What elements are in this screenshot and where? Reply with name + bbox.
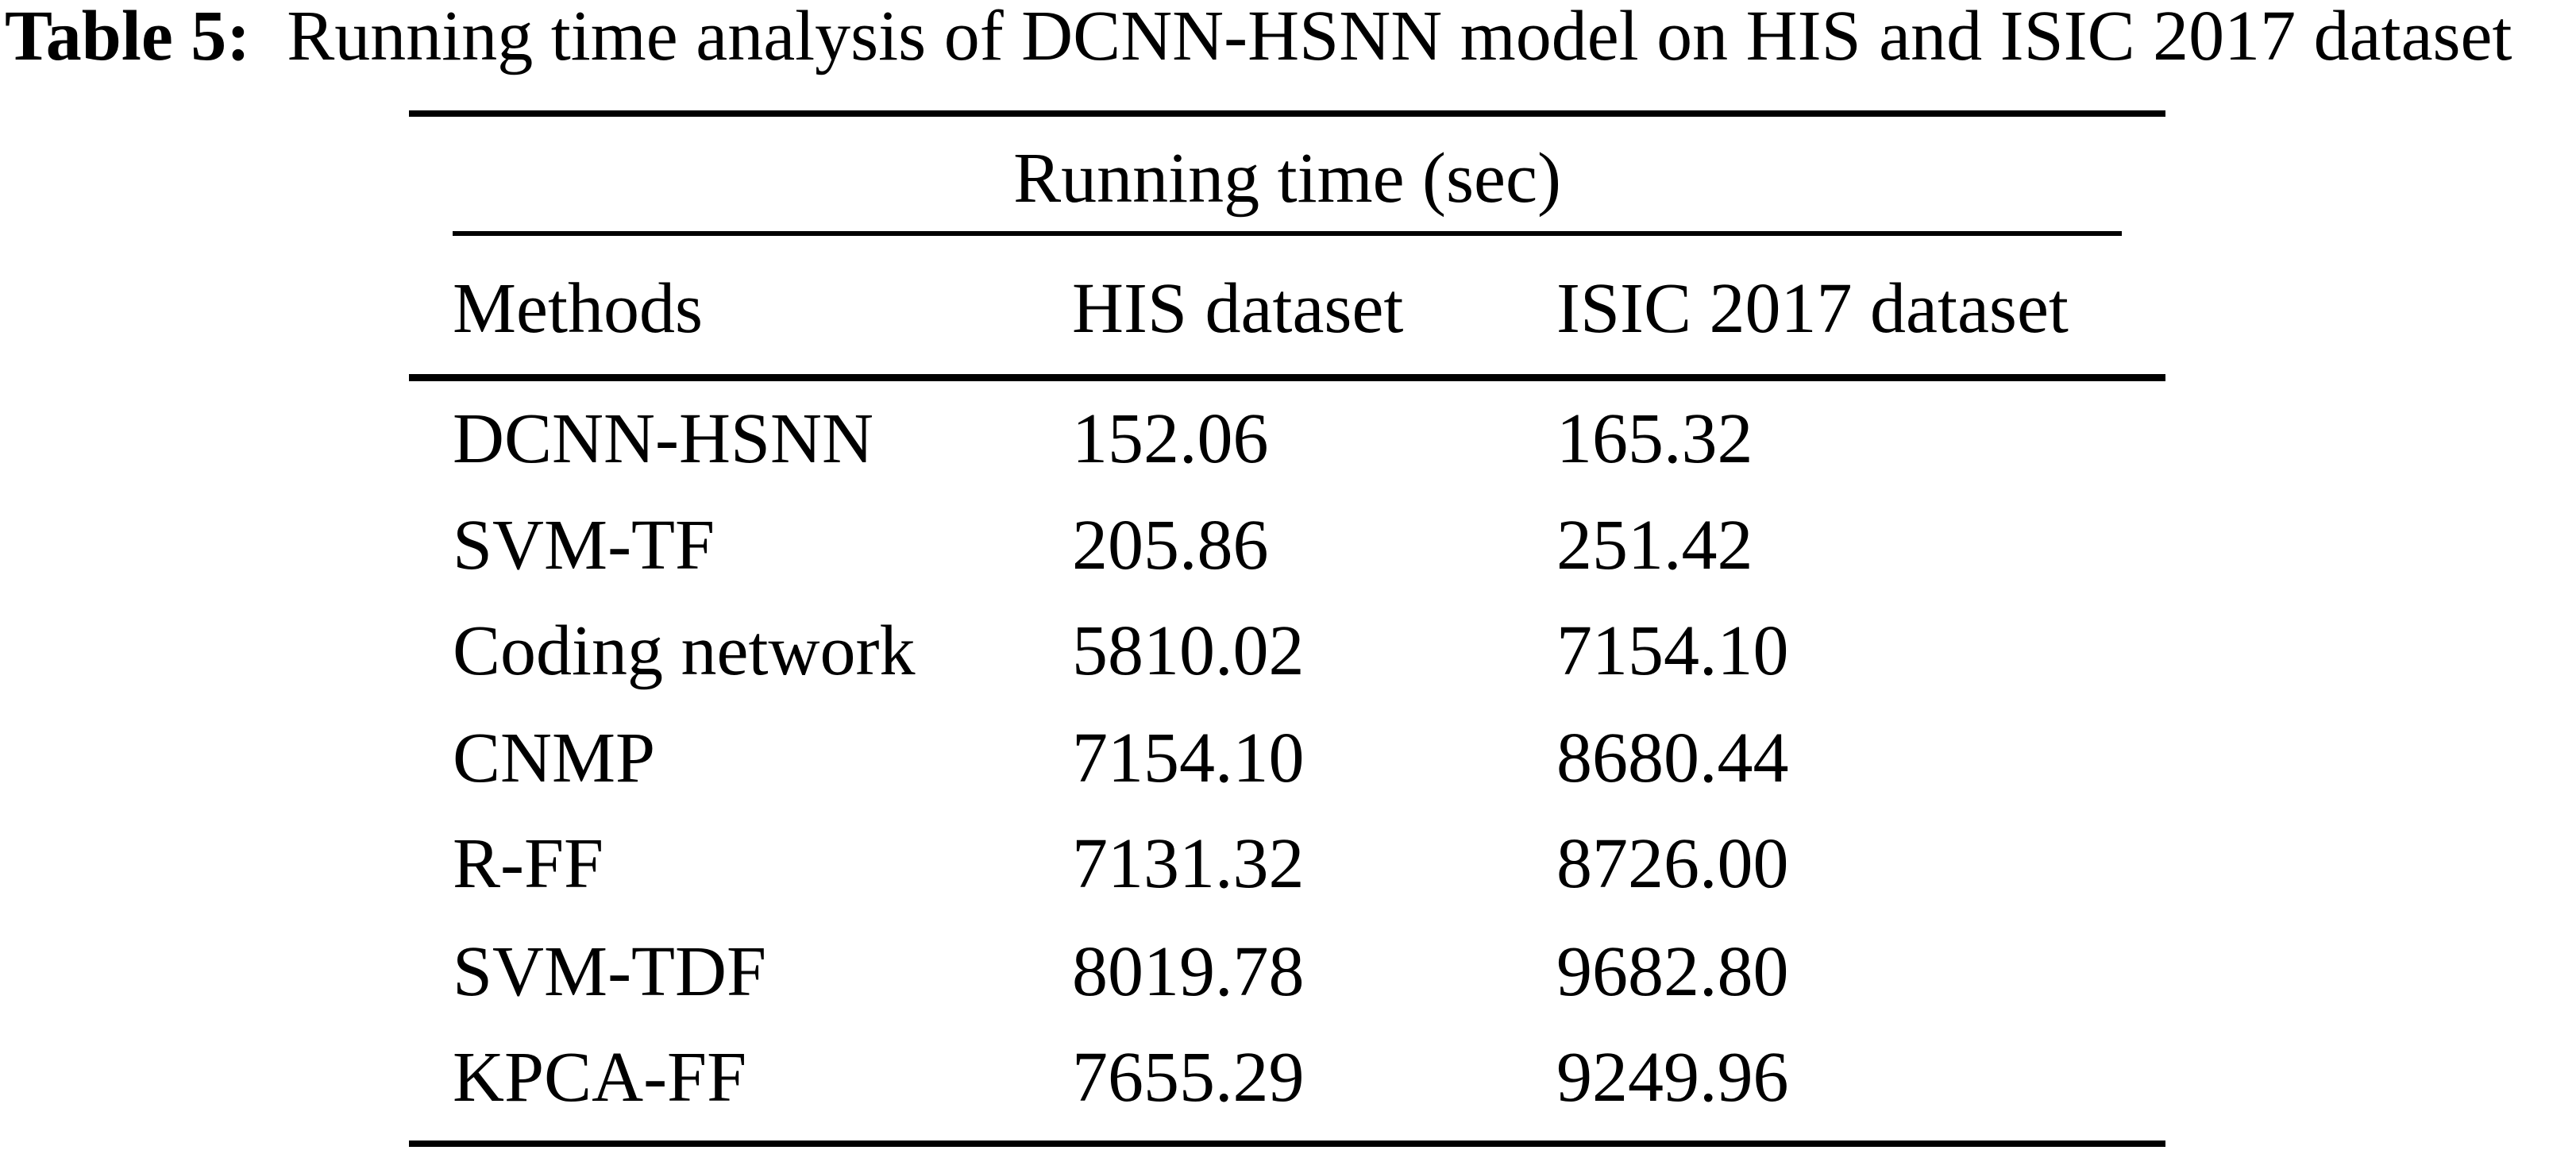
table-row: KPCA-FF 7655.29 9249.96	[409, 1026, 2165, 1129]
table-row: R-FF 7131.32 8726.00	[409, 812, 2165, 916]
cell-isic-value: 7154.10	[1556, 612, 1789, 690]
caption-label: Table 5:	[5, 0, 251, 75]
spanner-header-row: Running time (sec)	[453, 127, 2122, 230]
cell-isic-value: 9249.96	[1556, 1038, 1789, 1117]
spanner-underline-rule	[453, 231, 2122, 236]
running-time-table: Running time (sec) Methods HIS dataset I…	[409, 0, 2165, 1154]
table-bottom-rule	[409, 1140, 2165, 1147]
cell-isic-value: 8680.44	[1556, 719, 1789, 797]
table-caption: Table 5: Running time analysis of DCNN-HS…	[5, 0, 2512, 79]
cell-method: SVM-TF	[453, 506, 715, 585]
column-header-his-dataset: HIS dataset	[1072, 269, 1404, 348]
header-rule	[409, 374, 2165, 381]
table-top-rule	[409, 110, 2165, 117]
cell-method: SVM-TDF	[453, 932, 767, 1011]
caption-text: Running time analysis of DCNN-HSNN model…	[287, 0, 2512, 75]
table-row: DCNN-HSNN 152.06 165.32	[409, 388, 2165, 491]
cell-isic-value: 165.32	[1556, 399, 1753, 478]
cell-his-value: 205.86	[1072, 506, 1269, 585]
cell-his-value: 8019.78	[1072, 932, 1305, 1011]
cell-his-value: 7131.32	[1072, 824, 1305, 903]
table-row: CNMP 7154.10 8680.44	[409, 707, 2165, 810]
table-row: Coding network 5810.02 7154.10	[409, 600, 2165, 703]
spanner-header: Running time (sec)	[1013, 139, 1561, 218]
table-row: SVM-TF 205.86 251.42	[409, 494, 2165, 597]
cell-his-value: 152.06	[1072, 399, 1269, 478]
cell-his-value: 7655.29	[1072, 1038, 1305, 1117]
cell-isic-value: 251.42	[1556, 506, 1753, 585]
cell-his-value: 5810.02	[1072, 612, 1305, 690]
table-row: SVM-TDF 8019.78 9682.80	[409, 920, 2165, 1024]
cell-method: CNMP	[453, 719, 656, 797]
column-header-methods: Methods	[453, 269, 703, 348]
cell-method: KPCA-FF	[453, 1038, 747, 1117]
cell-his-value: 7154.10	[1072, 719, 1305, 797]
column-header-row: Methods HIS dataset ISIC 2017 dataset	[409, 257, 2165, 361]
column-header-isic-2017-dataset: ISIC 2017 dataset	[1556, 269, 2069, 348]
cell-isic-value: 9682.80	[1556, 932, 1789, 1011]
cell-method: R-FF	[453, 824, 604, 903]
cell-method: DCNN-HSNN	[453, 399, 874, 478]
cell-isic-value: 8726.00	[1556, 824, 1789, 903]
cell-method: Coding network	[453, 612, 916, 690]
